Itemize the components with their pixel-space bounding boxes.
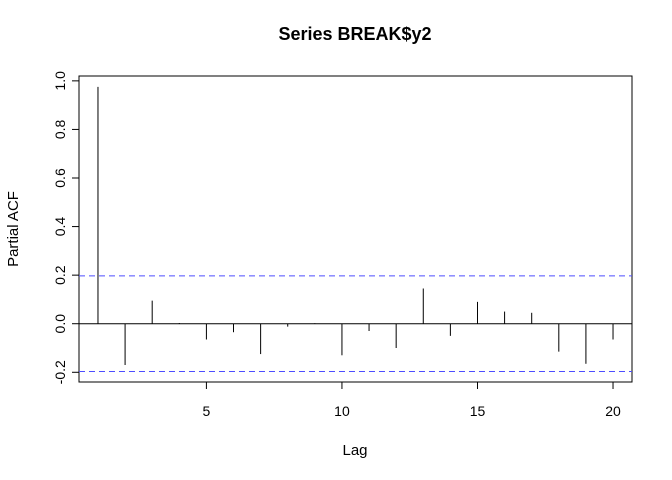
confidence-bounds [79, 275, 632, 373]
y-tick-label: -0.2 [52, 360, 68, 384]
plot-frame [78, 75, 633, 383]
x-tick-label: 15 [470, 403, 486, 419]
x-tick-label: 20 [605, 403, 621, 419]
x-tick-label: 10 [334, 403, 350, 419]
y-tick-label: 0.8 [52, 119, 68, 139]
y-axis-label: Partial ACF [5, 191, 22, 267]
y-axis: -0.2 0.0 0.2 0.4 0.6 0.8 1.0 [52, 71, 79, 384]
chart-title: Series BREAK$y2 [278, 24, 431, 44]
y-tick-label: 1.0 [52, 71, 68, 91]
x-tick-label: 5 [203, 403, 211, 419]
y-tick-label: 0.0 [52, 314, 68, 334]
y-tick-label: 0.6 [52, 168, 68, 188]
x-axis-label: Lag [342, 442, 367, 459]
x-axis: 5 10 15 20 [203, 382, 621, 419]
pacf-bars [97, 86, 614, 365]
y-tick-label: 0.4 [52, 217, 68, 237]
y-tick-label: 0.2 [52, 265, 68, 285]
